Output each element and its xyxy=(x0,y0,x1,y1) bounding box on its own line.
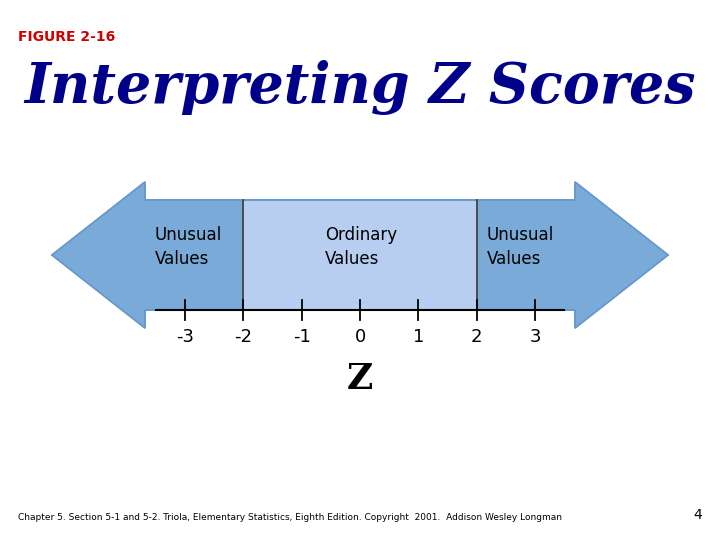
Text: 4: 4 xyxy=(693,508,702,522)
Text: 0: 0 xyxy=(354,328,366,346)
Text: -2: -2 xyxy=(234,328,252,346)
Polygon shape xyxy=(52,182,243,328)
Text: 1: 1 xyxy=(413,328,424,346)
Text: -3: -3 xyxy=(176,328,194,346)
Text: Unusual
Values: Unusual Values xyxy=(155,226,222,268)
Text: Z: Z xyxy=(347,362,373,396)
Text: Ordinary
Values: Ordinary Values xyxy=(325,226,397,268)
Text: Interpreting Z Scores: Interpreting Z Scores xyxy=(24,60,696,115)
Polygon shape xyxy=(477,182,668,328)
Polygon shape xyxy=(52,182,668,328)
Text: 3: 3 xyxy=(529,328,541,346)
Text: 2: 2 xyxy=(471,328,482,346)
Text: FIGURE 2-16: FIGURE 2-16 xyxy=(18,30,115,44)
Text: Unusual
Values: Unusual Values xyxy=(487,226,554,268)
Text: -1: -1 xyxy=(293,328,310,346)
Text: Chapter 5. Section 5-1 and 5-2. Triola, Elementary Statistics, Eighth Edition. C: Chapter 5. Section 5-1 and 5-2. Triola, … xyxy=(18,513,562,522)
